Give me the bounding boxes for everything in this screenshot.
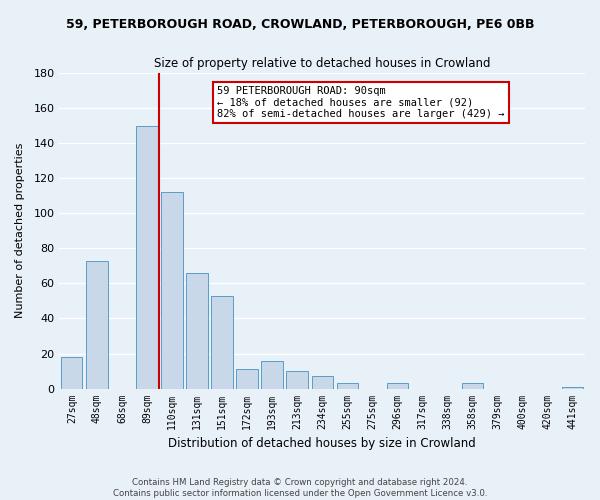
Bar	[286, 371, 308, 388]
Bar	[337, 384, 358, 388]
Bar	[61, 357, 82, 388]
Bar	[311, 376, 333, 388]
Bar	[462, 384, 483, 388]
Bar	[86, 260, 107, 388]
Bar	[161, 192, 182, 388]
Bar	[187, 273, 208, 388]
Text: Contains HM Land Registry data © Crown copyright and database right 2024.
Contai: Contains HM Land Registry data © Crown c…	[113, 478, 487, 498]
Text: 59, PETERBOROUGH ROAD, CROWLAND, PETERBOROUGH, PE6 0BB: 59, PETERBOROUGH ROAD, CROWLAND, PETERBO…	[66, 18, 534, 30]
Bar	[262, 360, 283, 388]
Bar	[562, 387, 583, 388]
Title: Size of property relative to detached houses in Crowland: Size of property relative to detached ho…	[154, 58, 490, 70]
Bar	[236, 370, 258, 388]
Bar	[211, 296, 233, 388]
Bar	[386, 384, 408, 388]
X-axis label: Distribution of detached houses by size in Crowland: Distribution of detached houses by size …	[168, 437, 476, 450]
Text: 59 PETERBOROUGH ROAD: 90sqm
← 18% of detached houses are smaller (92)
82% of sem: 59 PETERBOROUGH ROAD: 90sqm ← 18% of det…	[217, 86, 505, 119]
Bar	[136, 126, 158, 388]
Y-axis label: Number of detached properties: Number of detached properties	[15, 143, 25, 318]
